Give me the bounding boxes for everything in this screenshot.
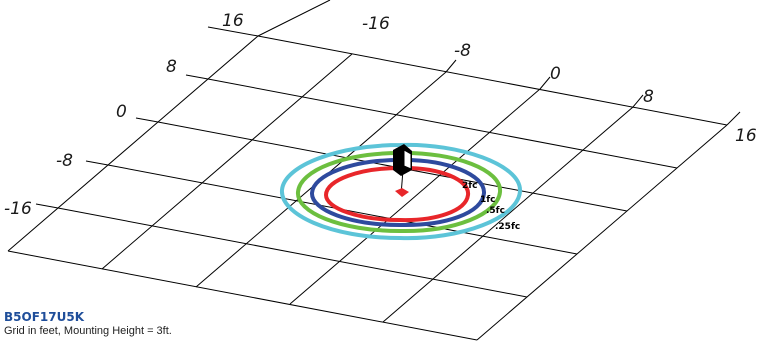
top-axis-label: 0 xyxy=(550,64,561,84)
contour-label-2fc: 2fc xyxy=(462,181,478,191)
contour-label-25fc: .25fc xyxy=(495,222,520,232)
top-axis-label: -16 xyxy=(362,14,390,34)
contour-label-1fc: 1fc xyxy=(480,195,496,205)
contour-5fc xyxy=(296,150,502,234)
axis-tick xyxy=(445,59,457,73)
axis-tick xyxy=(85,160,109,166)
axis-tick xyxy=(135,117,159,123)
left-axis-label: 16 xyxy=(222,11,244,31)
left-axis-label: 8 xyxy=(166,57,177,77)
grid-line xyxy=(101,53,353,270)
grid-line xyxy=(476,124,728,341)
bollard-fixture-icon xyxy=(393,144,412,197)
contour-2fc xyxy=(323,165,470,223)
grid xyxy=(7,0,741,341)
top-axis-label: -8 xyxy=(454,41,471,61)
grid-line xyxy=(382,106,634,323)
axis-tick xyxy=(726,111,741,126)
model-number: B5OF17U5K xyxy=(4,310,84,324)
grid-line xyxy=(57,207,528,298)
axis-tick xyxy=(35,203,59,209)
axis-tick xyxy=(185,74,209,80)
top-axis-label: 8 xyxy=(643,87,654,107)
axis-tick xyxy=(539,76,551,90)
caption: B5OF17U5K Grid in feet, Mounting Height … xyxy=(4,310,172,338)
grid-line xyxy=(257,35,728,126)
grid-line xyxy=(289,88,541,305)
contours xyxy=(280,142,523,241)
grid-note: Grid in feet, Mounting Height = 3ft. xyxy=(4,325,172,337)
axis-tick xyxy=(257,0,331,37)
contour-label-5fc: .5fc xyxy=(486,206,505,216)
contour-1fc xyxy=(310,157,487,228)
top-axis-label: 16 xyxy=(735,126,757,146)
left-axis-label: 0 xyxy=(116,102,127,122)
left-axis-label: -16 xyxy=(4,199,32,219)
left-axis-label: -8 xyxy=(56,151,73,171)
axis-tick xyxy=(632,94,644,108)
contour-25fc xyxy=(280,142,523,241)
grid-line xyxy=(207,78,678,169)
grid-line xyxy=(7,250,478,341)
grid-line xyxy=(7,35,259,252)
axis-tick xyxy=(207,26,259,37)
